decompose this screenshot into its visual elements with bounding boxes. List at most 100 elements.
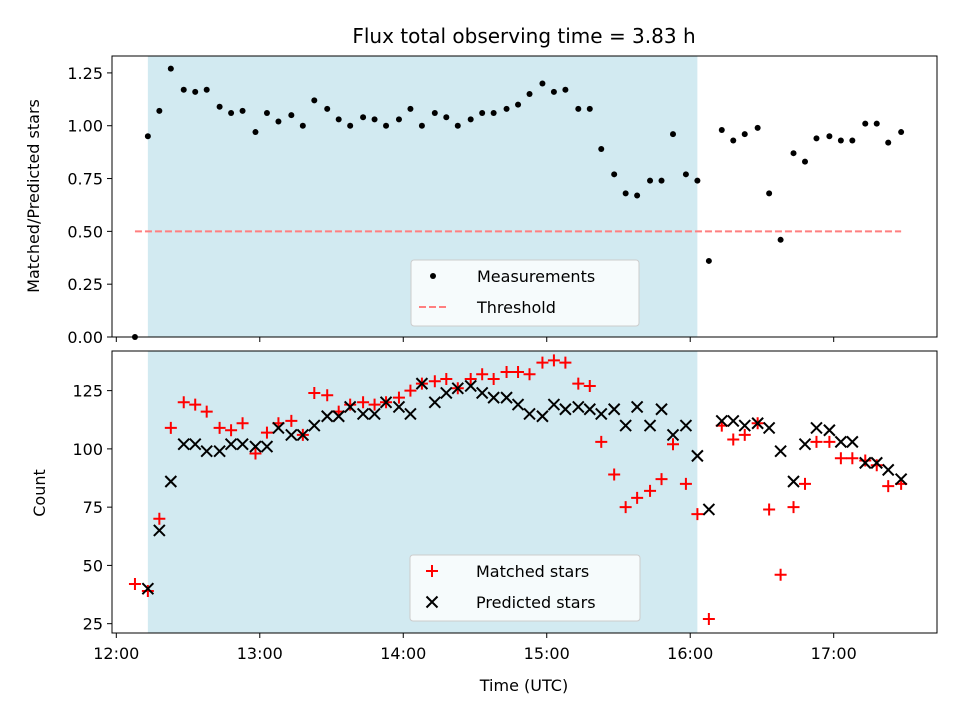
predicted-star-point xyxy=(655,403,668,416)
matched-star-point xyxy=(321,389,334,402)
measurement-point xyxy=(670,131,676,138)
predicted-star-point xyxy=(870,456,883,470)
matched-star-point xyxy=(787,501,800,514)
xtick-label: 13:00 xyxy=(237,644,283,663)
predicted-star-point xyxy=(475,386,489,400)
top-axes-frame xyxy=(111,55,938,338)
matched-star-point xyxy=(810,435,823,448)
measurement-point xyxy=(371,116,378,123)
measurement-point xyxy=(575,105,582,112)
predicted-star-point xyxy=(846,435,859,449)
bottom-axes-frame xyxy=(111,350,938,634)
bottom-ytick-label: 75 xyxy=(83,498,103,517)
xtick-label: 15:00 xyxy=(524,644,570,663)
measurement-point xyxy=(634,192,641,199)
matched-star-point xyxy=(153,512,166,525)
predicted-star-point xyxy=(666,428,680,442)
measurement-point xyxy=(730,137,737,144)
predicted-star-point xyxy=(321,410,334,423)
matched-star-point xyxy=(428,375,441,388)
predicted-star-point xyxy=(500,391,513,404)
measurement-point xyxy=(180,86,187,93)
predicted-star-point xyxy=(691,449,704,463)
predicted-star-point xyxy=(619,419,632,432)
bottom-ytick-label: 125 xyxy=(72,382,103,401)
matched-star-point xyxy=(500,365,513,378)
matched-star-point xyxy=(799,477,811,490)
matched-star-point xyxy=(236,417,249,430)
measurement-point xyxy=(443,114,450,121)
predicted-star-point xyxy=(751,417,764,430)
measurement-point xyxy=(766,190,773,197)
measurement-point xyxy=(335,116,342,123)
measurement-point xyxy=(407,105,414,112)
top-ytick-label: 1.25 xyxy=(67,64,103,83)
predicted-star-point xyxy=(404,407,417,421)
predicted-star-point xyxy=(823,424,836,437)
measurement-point xyxy=(239,107,246,114)
predicted-star-point xyxy=(774,445,787,458)
top-y-axis-label: Matched/Predicted stars xyxy=(24,99,43,293)
matched-star-point xyxy=(859,454,872,467)
matched-star-point xyxy=(285,414,298,427)
predicted-star-point xyxy=(177,438,190,451)
measurement-point xyxy=(503,105,510,112)
legend-marker-matched xyxy=(426,565,438,577)
matched-star-point xyxy=(213,421,226,434)
measurement-point xyxy=(741,131,748,138)
measurement-point xyxy=(360,114,367,121)
top-legend: Measurements Threshold xyxy=(410,259,640,327)
matched-star-point xyxy=(559,356,572,369)
matched-star-point xyxy=(834,452,847,465)
measurement-point xyxy=(658,177,665,184)
measurement-point xyxy=(299,122,306,129)
bottom-y-axis-label: Count xyxy=(30,469,49,517)
legend-label: Predicted stars xyxy=(476,593,596,612)
measurement-point xyxy=(873,120,880,127)
matched-star-point xyxy=(619,501,632,514)
chart-title: Flux total observing time = 3.83 h xyxy=(352,24,695,48)
predicted-star-point xyxy=(738,419,751,432)
measurement-point xyxy=(598,145,605,152)
measurement-point xyxy=(694,177,701,184)
predicted-star-point xyxy=(511,398,525,411)
measurement-point xyxy=(192,88,199,95)
predicted-star-point xyxy=(368,407,381,421)
matched-star-point xyxy=(774,568,787,581)
matched-star-point xyxy=(260,426,273,439)
predicted-star-point xyxy=(762,421,776,435)
predicted-star-point xyxy=(213,445,226,458)
predicted-star-point xyxy=(787,475,800,488)
xtick-label: 12:00 xyxy=(93,644,139,663)
measurement-point xyxy=(167,65,174,72)
measurement-point xyxy=(550,88,557,95)
measurement-point xyxy=(562,86,569,93)
measurement-point xyxy=(622,190,629,197)
matched-star-point xyxy=(608,468,621,481)
predicted-star-point xyxy=(583,403,596,416)
predicted-star-point xyxy=(332,410,345,423)
top-ytick-label: 0.75 xyxy=(67,170,103,189)
measurement-point xyxy=(611,171,618,178)
predicted-star-point xyxy=(285,428,298,442)
measurement-point xyxy=(252,129,259,136)
top-ytick-label: 0.25 xyxy=(67,275,103,294)
matched-star-point xyxy=(846,452,859,465)
measurement-point xyxy=(467,116,474,123)
matched-star-point xyxy=(392,391,405,404)
predicted-star-point xyxy=(343,400,357,414)
predicted-star-point xyxy=(379,396,393,409)
predicted-star-point xyxy=(428,396,442,409)
bottom-ytick-label: 100 xyxy=(72,440,103,459)
matched-star-point xyxy=(177,396,190,409)
measurement-point xyxy=(203,86,210,93)
predicted-star-point xyxy=(810,421,823,435)
predicted-star-point xyxy=(464,379,477,393)
matched-star-point xyxy=(583,379,596,392)
measurement-point xyxy=(586,105,593,112)
predicted-star-point xyxy=(572,400,585,414)
predicted-star-point xyxy=(547,398,561,411)
predicted-star-point xyxy=(679,419,693,432)
matched-star-point xyxy=(225,424,238,437)
